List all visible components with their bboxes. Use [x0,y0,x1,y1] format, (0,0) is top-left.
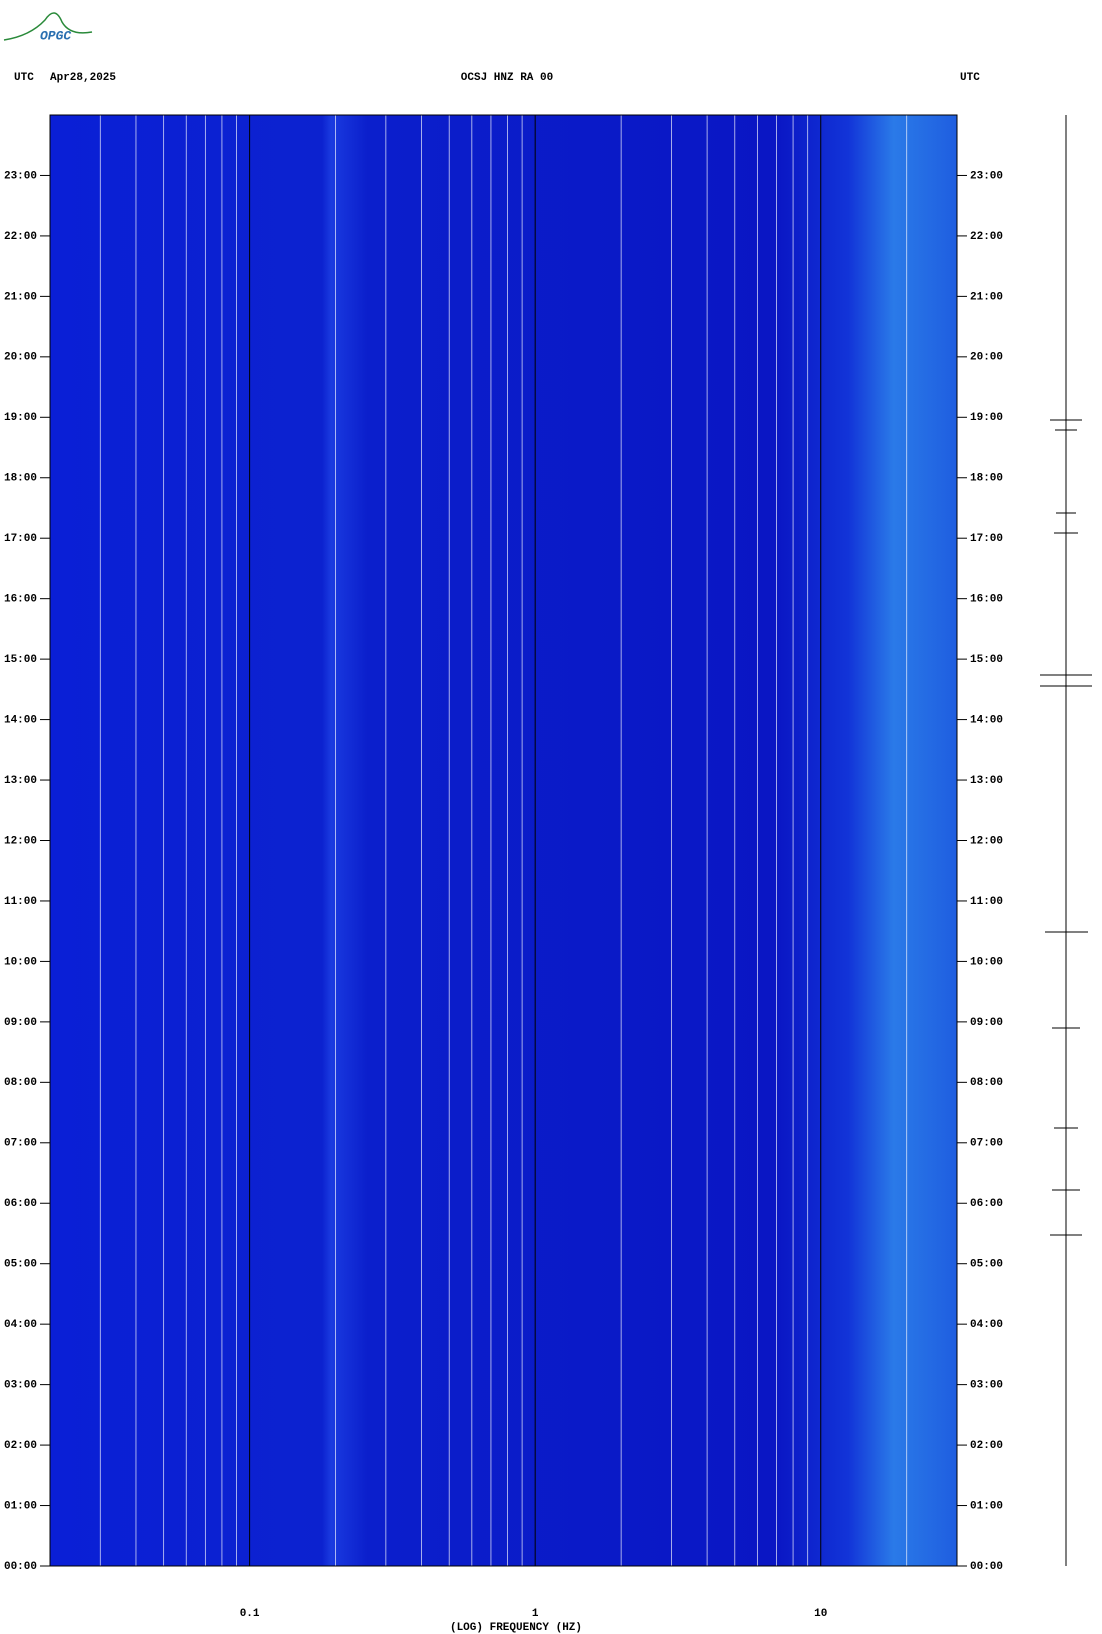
y-tick-label: 11:00 [4,896,37,908]
x-tick-label: 1 [532,1608,539,1620]
y-tick-label: 18:00 [4,473,37,485]
y-tick-label: 18:00 [970,473,1003,485]
y-tick-label: 00:00 [4,1561,37,1573]
y-tick-label: 08:00 [4,1077,37,1089]
y-tick-label: 15:00 [970,654,1003,666]
y-tick-label: 23:00 [970,170,1003,182]
y-tick-label: 19:00 [4,412,37,424]
y-tick-label: 22:00 [970,231,1003,243]
y-tick-label: 19:00 [970,412,1003,424]
y-tick-label: 13:00 [4,775,37,787]
y-tick-label: 10:00 [970,956,1003,968]
y-tick-label: 21:00 [970,291,1003,303]
y-tick-label: 02:00 [970,1440,1003,1452]
y-tick-label: 05:00 [970,1259,1003,1271]
y-tick-label: 22:00 [4,231,37,243]
y-tick-label: 14:00 [970,714,1003,726]
y-tick-label: 13:00 [970,775,1003,787]
y-tick-label: 03:00 [970,1380,1003,1392]
y-tick-label: 15:00 [4,654,37,666]
chart-title: OCSJ HNZ RA 00 [461,72,553,84]
seismogram-trace [1040,115,1092,1566]
y-tick-label: 06:00 [970,1198,1003,1210]
y-tick-label: 17:00 [970,533,1003,545]
y-tick-label: 12:00 [4,835,37,847]
y-tick-label: 04:00 [4,1319,37,1331]
y-tick-label: 17:00 [4,533,37,545]
y-tick-label: 16:00 [970,594,1003,606]
y-tick-label: 16:00 [4,594,37,606]
logo-text: OPGC [40,28,71,43]
x-tick-label: 0.1 [240,1608,260,1620]
spectrogram-area [50,115,957,1566]
y-tick-label: 12:00 [970,835,1003,847]
x-axis-label: (LOG) FREQUENCY (HZ) [450,1622,582,1634]
logo: OPGC [3,12,93,43]
y-tick-label: 10:00 [4,956,37,968]
y-tick-label: 04:00 [970,1319,1003,1331]
y-tick-label: 21:00 [4,291,37,303]
y-tick-label: 11:00 [970,896,1003,908]
y-tick-label: 05:00 [4,1259,37,1271]
y-tick-label: 09:00 [970,1017,1003,1029]
zone-label: UTC [960,72,980,84]
plot-frame [49,114,958,1567]
y-tick-label: 01:00 [4,1500,37,1512]
y-tick-label: 00:00 [970,1561,1003,1573]
y-tick-label: 06:00 [4,1198,37,1210]
y-tick-label: 20:00 [970,352,1003,364]
y-tick-label: 09:00 [4,1017,37,1029]
zone-label: UTC [14,72,34,84]
y-tick-label: 01:00 [970,1500,1003,1512]
y-tick-label: 02:00 [4,1440,37,1452]
y-tick-label: 20:00 [4,352,37,364]
date-label: Apr28,2025 [50,72,116,84]
y-tick-label: 14:00 [4,714,37,726]
x-tick-label: 10 [814,1608,827,1620]
y-tick-label: 07:00 [4,1138,37,1150]
y-tick-label: 08:00 [970,1077,1003,1089]
y-tick-label: 03:00 [4,1380,37,1392]
y-tick-label: 23:00 [4,170,37,182]
y-tick-label: 07:00 [970,1138,1003,1150]
